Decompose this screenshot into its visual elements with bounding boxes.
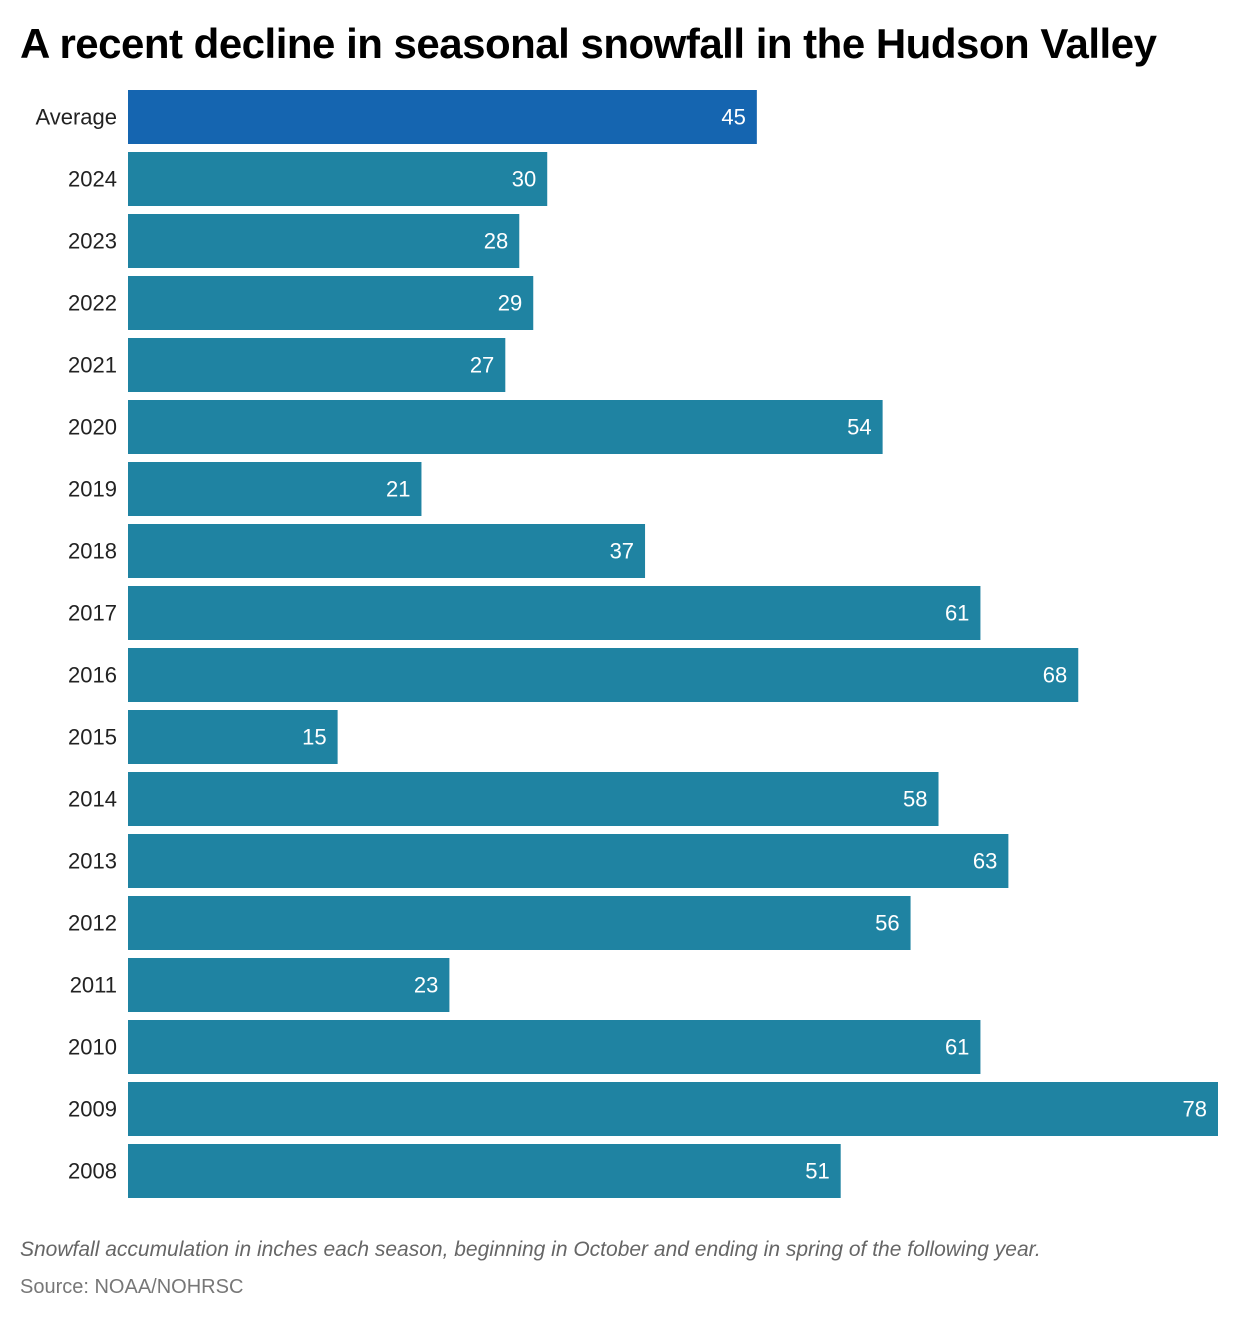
category-label-2017: 2017 (68, 601, 117, 626)
category-label-2008: 2008 (68, 1159, 117, 1184)
bar-2018 (128, 524, 646, 578)
bar-2022 (128, 276, 534, 330)
category-label-2020: 2020 (68, 415, 117, 440)
value-label-2013: 63 (973, 849, 997, 874)
category-label-2010: 2010 (68, 1035, 117, 1060)
category-label-2022: 2022 (68, 291, 117, 316)
bar-average (128, 90, 757, 144)
bar-2013 (128, 834, 1009, 888)
bar-2012 (128, 896, 911, 950)
chart-footnote: Snowfall accumulation in inches each sea… (20, 1238, 1041, 1261)
chart-title: A recent decline in seasonal snowfall in… (20, 20, 1157, 67)
category-label-average: Average (35, 105, 117, 130)
chart-source: Source: NOAA/NOHRSC (20, 1276, 244, 1298)
category-label-2015: 2015 (68, 725, 117, 750)
value-label-average: 45 (721, 105, 745, 130)
value-label-2022: 29 (498, 291, 522, 316)
bar-2014 (128, 772, 939, 826)
bar-2023 (128, 214, 520, 268)
value-label-2024: 30 (512, 167, 536, 192)
bar-2015 (128, 710, 338, 764)
value-label-2023: 28 (484, 229, 508, 254)
bar-2020 (128, 400, 883, 454)
category-label-2012: 2012 (68, 911, 117, 936)
value-label-2011: 23 (414, 973, 438, 998)
category-label-2013: 2013 (68, 849, 117, 874)
value-label-2010: 61 (945, 1035, 969, 1060)
category-label-2011: 2011 (70, 973, 117, 998)
category-label-2021: 2021 (68, 353, 117, 378)
value-label-2012: 56 (875, 911, 899, 936)
bar-2019 (128, 462, 422, 516)
category-label-2018: 2018 (68, 539, 117, 564)
bar-2011 (128, 958, 450, 1012)
bar-2008 (128, 1144, 841, 1198)
value-label-2015: 15 (302, 725, 326, 750)
value-label-2008: 51 (805, 1159, 829, 1184)
category-label-2019: 2019 (68, 477, 117, 502)
value-label-2018: 37 (610, 539, 634, 564)
bar-2016 (128, 648, 1079, 702)
value-label-2021: 27 (470, 353, 494, 378)
bar-2017 (128, 586, 981, 640)
value-label-2017: 61 (945, 601, 969, 626)
bar-2009 (128, 1082, 1218, 1136)
bar-2010 (128, 1020, 981, 1074)
category-label-2023: 2023 (68, 229, 117, 254)
value-label-2014: 58 (903, 787, 927, 812)
bar-2021 (128, 338, 506, 392)
category-label-2009: 2009 (68, 1097, 117, 1122)
value-label-2009: 78 (1183, 1097, 1207, 1122)
value-label-2016: 68 (1043, 663, 1067, 688)
bar-2024 (128, 152, 548, 206)
category-label-2016: 2016 (68, 663, 117, 688)
value-label-2019: 21 (386, 477, 410, 502)
category-label-2014: 2014 (68, 787, 117, 812)
category-label-2024: 2024 (68, 167, 117, 192)
value-label-2020: 54 (847, 415, 871, 440)
